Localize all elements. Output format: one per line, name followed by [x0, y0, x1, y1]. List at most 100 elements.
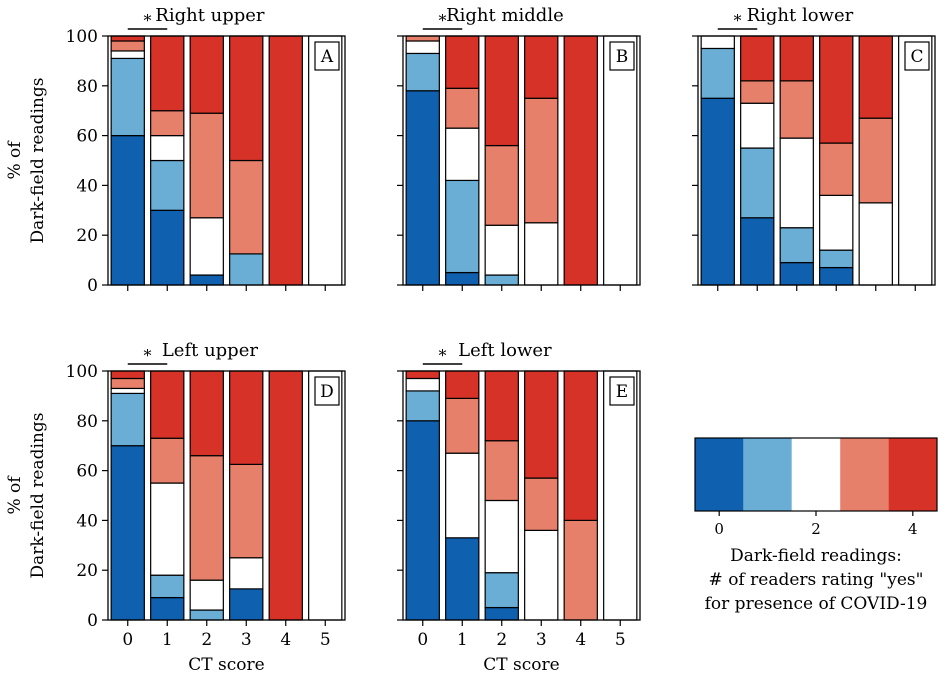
bar-segment-cat2-level1 — [189, 609, 224, 621]
panel-title: Right upper — [155, 5, 265, 26]
panel-b: Right middle* B — [397, 5, 641, 291]
bar-segment-cat5-level2 — [603, 35, 638, 286]
bar-segment-cat4-level4 — [268, 35, 303, 286]
legend-swatch-level2 — [791, 438, 841, 511]
bar-segment-cat0-level4 — [110, 370, 145, 380]
panel-e: 0 1 2 3 4 5 CT score Left lower * E — [397, 340, 641, 675]
bar-segment-cat1-level4 — [740, 35, 775, 82]
panel-letter-box — [904, 41, 930, 71]
legend-swatch-level1 — [743, 438, 792, 511]
bar-segment-cat5-level2 — [898, 35, 933, 286]
axes-frame — [107, 35, 346, 286]
bar-segment-cat1-level0 — [150, 209, 185, 286]
y-tick-label: 40 — [76, 176, 98, 196]
legend-tick-label: 4 — [908, 520, 918, 538]
bar-segment-cat2-level3 — [484, 440, 519, 502]
y-tick-label: 60 — [76, 127, 98, 147]
bar-segment-cat0-level1 — [110, 57, 145, 137]
panel-letter-box — [609, 376, 635, 406]
bar-segment-cat0-level1 — [405, 390, 440, 422]
panel-title: Left lower — [458, 340, 552, 361]
bar-segment-cat0-level2 — [700, 35, 735, 50]
bar-segment-cat2-level3 — [779, 80, 814, 139]
bar-segment-cat2-level3 — [189, 112, 224, 219]
bar-segment-cat3-level3 — [229, 463, 264, 559]
bar-segment-cat1-level3 — [445, 397, 480, 454]
bar-segment-cat2-level2 — [484, 499, 519, 574]
bar-segment-cat2-level4 — [779, 35, 814, 82]
panel-letter-box — [314, 41, 340, 71]
bar-segment-cat1-level3 — [150, 110, 185, 137]
legend-title-line2: # of readers rating "yes" — [709, 570, 924, 590]
bar-segment-cat1-level2 — [445, 127, 480, 182]
bar-segment-cat0-level2 — [405, 40, 440, 55]
bar-segment-cat4-level3 — [858, 117, 893, 204]
bar-segment-cat0-level3 — [110, 377, 145, 390]
y-tick-label: 60 — [76, 462, 98, 482]
bar-segment-cat3-level0 — [229, 588, 264, 621]
y-tick-label: 80 — [76, 412, 98, 432]
bar-segment-cat1-level4 — [445, 370, 480, 399]
bar-segment-cat2-level0 — [189, 274, 224, 286]
bar-segment-cat0-level2 — [405, 377, 440, 392]
bar-segment-cat1-level2 — [740, 102, 775, 149]
axes-frame — [697, 35, 936, 286]
bar-segment-cat4-level2 — [858, 202, 893, 286]
panel-letter: C — [910, 47, 923, 67]
bar-segment-cat2-level0 — [779, 261, 814, 286]
bar-segment-cat2-level2 — [484, 224, 519, 276]
axes-frame — [107, 370, 346, 621]
significance-marker: * — [734, 11, 742, 30]
bar-segment-cat3-level2 — [524, 222, 559, 286]
panel-letter-box — [314, 376, 340, 406]
bar-segment-cat2-level4 — [484, 370, 519, 442]
bar-segment-cat0-level3 — [405, 35, 440, 42]
bar-segment-cat0-level0 — [110, 135, 145, 286]
x-tick-label: 2 — [201, 630, 212, 650]
bar-segment-cat0-level4 — [405, 370, 440, 380]
bar-segment-cat5-level2 — [308, 370, 343, 621]
panel-letter: A — [320, 47, 334, 67]
x-tick-label: 5 — [320, 630, 331, 650]
panel-letter: D — [320, 382, 334, 402]
bar-segment-cat1-level0 — [445, 537, 480, 621]
panel-title: Left upper — [162, 340, 259, 361]
panel-title: Right middle — [446, 5, 564, 26]
bar-segment-cat1-level3 — [740, 80, 775, 104]
bar-segment-cat4-level4 — [563, 35, 598, 286]
bar-segment-cat2-level4 — [484, 35, 519, 147]
bar-segment-cat1-level2 — [150, 135, 185, 162]
axes-frame — [402, 370, 641, 621]
bar-segment-cat1-level0 — [445, 271, 480, 286]
y-axis-label-line1: % of — [5, 140, 25, 180]
legend-title-line1: Dark-field readings: — [730, 546, 902, 566]
bar-segment-cat1-level0 — [740, 217, 775, 286]
bar-segment-cat3-level4 — [819, 35, 854, 144]
x-axis-label: CT score — [188, 655, 264, 674]
bar-segment-cat2-level2 — [189, 579, 224, 611]
x-tick-label: 0 — [417, 630, 428, 650]
bar-segment-cat1-level3 — [445, 87, 480, 129]
legend-swatch-level0 — [695, 438, 744, 511]
y-axis-label-line2: Dark-field readings — [28, 78, 48, 244]
x-tick-label: 1 — [457, 630, 468, 650]
legend-tick-label: 0 — [714, 520, 724, 538]
y-tick-label: 40 — [76, 511, 98, 531]
bar-segment-cat3-level3 — [524, 477, 559, 531]
x-tick-label: 1 — [162, 630, 173, 650]
legend-title-line3: for presence of COVID-19 — [705, 594, 928, 614]
legend-swatch-level4 — [888, 438, 937, 511]
bar-segment-cat1-level1 — [150, 574, 185, 599]
panel-c: Right lower * C — [692, 5, 936, 291]
legend-swatch-level3 — [840, 438, 889, 511]
bar-segment-cat0-level4 — [110, 35, 145, 42]
bar-segment-cat3-level3 — [819, 142, 854, 196]
bar-segment-cat0-level1 — [110, 392, 145, 447]
bar-segment-cat3-level2 — [819, 194, 854, 251]
y-tick-label: 0 — [87, 276, 98, 296]
bar-segment-cat3-level1 — [819, 249, 854, 269]
bar-segment-cat2-level1 — [484, 274, 519, 286]
bar-segment-cat0-level0 — [405, 420, 440, 621]
y-tick-label: 20 — [76, 226, 98, 246]
bar-segment-cat3-level4 — [229, 35, 264, 162]
